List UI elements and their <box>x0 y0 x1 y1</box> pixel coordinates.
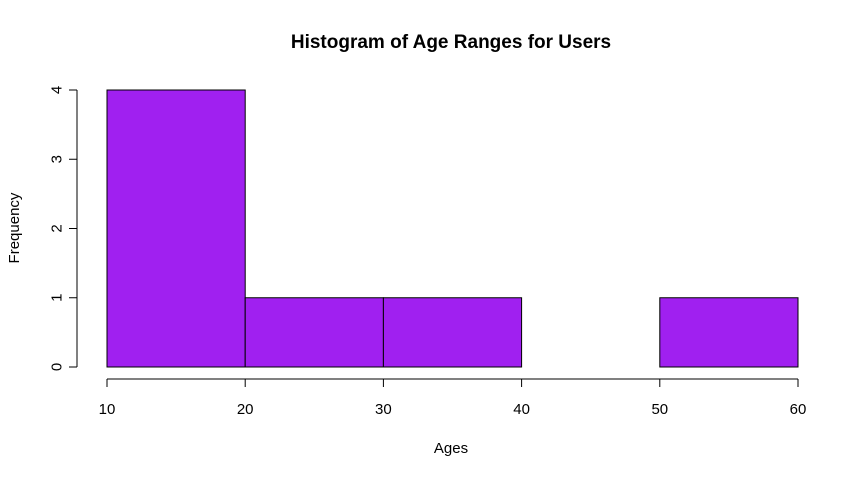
x-tick-label-4: 50 <box>651 401 668 418</box>
y-axis-label: Frequency <box>6 192 23 263</box>
histogram-bar-2 <box>382 297 523 368</box>
y-tick-label-0: 0 <box>48 363 65 371</box>
x-tick-label-5: 60 <box>790 401 807 418</box>
x-tick-label-3: 40 <box>513 401 530 418</box>
chart-title: Histogram of Age Ranges for Users <box>291 32 611 53</box>
x-tick-label-0: 10 <box>99 401 116 418</box>
histogram-bar-4 <box>659 297 799 368</box>
x-tick-label-2: 30 <box>375 401 392 418</box>
x-tick-label-1: 20 <box>237 401 254 418</box>
histogram-bar-0 <box>106 89 246 368</box>
y-tick-label-1: 1 <box>48 294 65 302</box>
y-axis: 0 1 2 3 4 <box>48 86 78 371</box>
histogram-bar-1 <box>244 297 384 368</box>
x-axis: 10 20 30 40 50 60 <box>99 378 807 418</box>
bars-group <box>106 89 799 368</box>
y-tick-label-2: 2 <box>48 224 65 232</box>
y-tick-label-4: 4 <box>48 86 65 94</box>
y-tick-label-3: 3 <box>48 155 65 163</box>
x-axis-label: Ages <box>434 440 468 457</box>
